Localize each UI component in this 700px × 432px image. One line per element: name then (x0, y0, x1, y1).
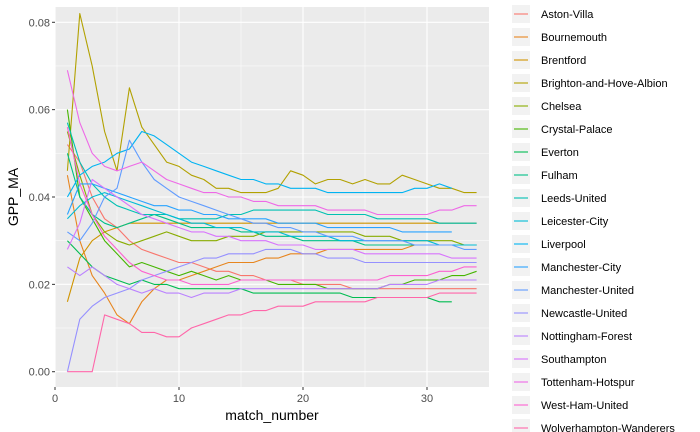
legend-label: Bournemouth (541, 32, 607, 44)
legend-item: Everton (512, 143, 579, 161)
legend-key (512, 419, 530, 432)
legend-label: Chelsea (541, 101, 582, 113)
legend-label: Manchester-United (541, 285, 634, 297)
legend-item: Manchester-United (512, 281, 634, 299)
legend-label: Wolverhampton-Wanderers (541, 423, 675, 432)
legend-item: Manchester-City (512, 258, 622, 276)
series-line-bournemouth (66, 175, 477, 325)
y-tick-label: 0.04 (29, 192, 50, 204)
series-line-southampton (66, 178, 477, 259)
legend-item: Nottingham-Forest (512, 327, 632, 345)
legend-item: Crystal-Palace (512, 120, 613, 138)
x-tick-label: 10 (173, 393, 185, 405)
series-line-wolverhampton-wanderers (67, 292, 477, 373)
legend-label: Newcastle-United (541, 308, 627, 320)
legend-label: Nottingham-Forest (541, 331, 632, 343)
legend-item: Aston-Villa (512, 5, 594, 23)
x-axis-ticks: 0 10 20 30 (52, 387, 433, 405)
legend-label: Crystal-Palace (541, 124, 613, 136)
legend-label: Tottenham-Hotspur (541, 377, 635, 389)
legend-item: Leeds-United (512, 189, 606, 207)
legend-item: Leicester-City (512, 212, 609, 230)
series-line-crystal-palace (66, 109, 477, 290)
legend-item: Bournemouth (512, 28, 607, 46)
legend-label: Brentford (541, 55, 586, 67)
series-line-leeds-united (66, 122, 477, 224)
series-lines (66, 13, 477, 373)
y-tick-label: 0.00 (29, 367, 50, 379)
series-line-tottenham-hotspur (66, 70, 477, 216)
x-tick-label: 0 (52, 393, 58, 405)
y-tick-label: 0.08 (29, 17, 50, 29)
legend-label: Aston-Villa (541, 9, 594, 21)
series-line-liverpool (66, 130, 452, 198)
series-line-west-ham-united (66, 126, 477, 285)
legend-item: Tottenham-Hotspur (512, 373, 635, 391)
y-axis-ticks: 0.00 0.02 0.04 0.06 0.08 (29, 17, 55, 379)
legend-item: Wolverhampton-Wanderers (512, 419, 675, 432)
legend-label: West-Ham-United (541, 400, 628, 412)
series-line-brentford (66, 222, 477, 302)
series-line-manchester-united (67, 139, 477, 250)
series-line-nottingham-forest (67, 266, 477, 299)
legend-label: Southampton (541, 354, 606, 366)
series-line-fulham (66, 153, 477, 246)
y-tick-label: 0.02 (29, 279, 50, 291)
legend: Aston-Villa Bournemouth Brentford Brighton-… (512, 5, 675, 432)
series-line-brighton-and-hove-albion (66, 13, 477, 194)
legend-item: Brentford (512, 51, 586, 69)
x-tick-label: 20 (297, 393, 309, 405)
legend-item: Chelsea (512, 97, 582, 115)
series-line-leicester-city (67, 192, 477, 246)
legend-item: Liverpool (512, 235, 586, 253)
legend-label: Everton (541, 147, 579, 159)
legend-item: Newcastle-United (512, 304, 627, 322)
legend-item: Brighton-and-Hove-Albion (512, 74, 668, 92)
x-axis-title: match_number (225, 407, 319, 423)
legend-label: Manchester-City (541, 262, 622, 274)
legend-item: Fulham (512, 166, 578, 184)
legend-label: Liverpool (541, 239, 586, 251)
series-line-manchester-city (66, 183, 452, 233)
legend-item: West-Ham-United (512, 396, 628, 414)
series-line-newcastle-united (66, 248, 477, 372)
legend-item: Southampton (512, 350, 606, 368)
legend-label: Leeds-United (541, 193, 606, 205)
legend-label: Leicester-City (541, 216, 609, 228)
legend-label: Brighton-and-Hove-Albion (541, 78, 668, 90)
legend-label: Fulham (541, 170, 578, 182)
x-tick-label: 30 (421, 393, 433, 405)
y-tick-label: 0.06 (29, 105, 50, 117)
y-axis-title: GPP_MA (5, 167, 21, 226)
